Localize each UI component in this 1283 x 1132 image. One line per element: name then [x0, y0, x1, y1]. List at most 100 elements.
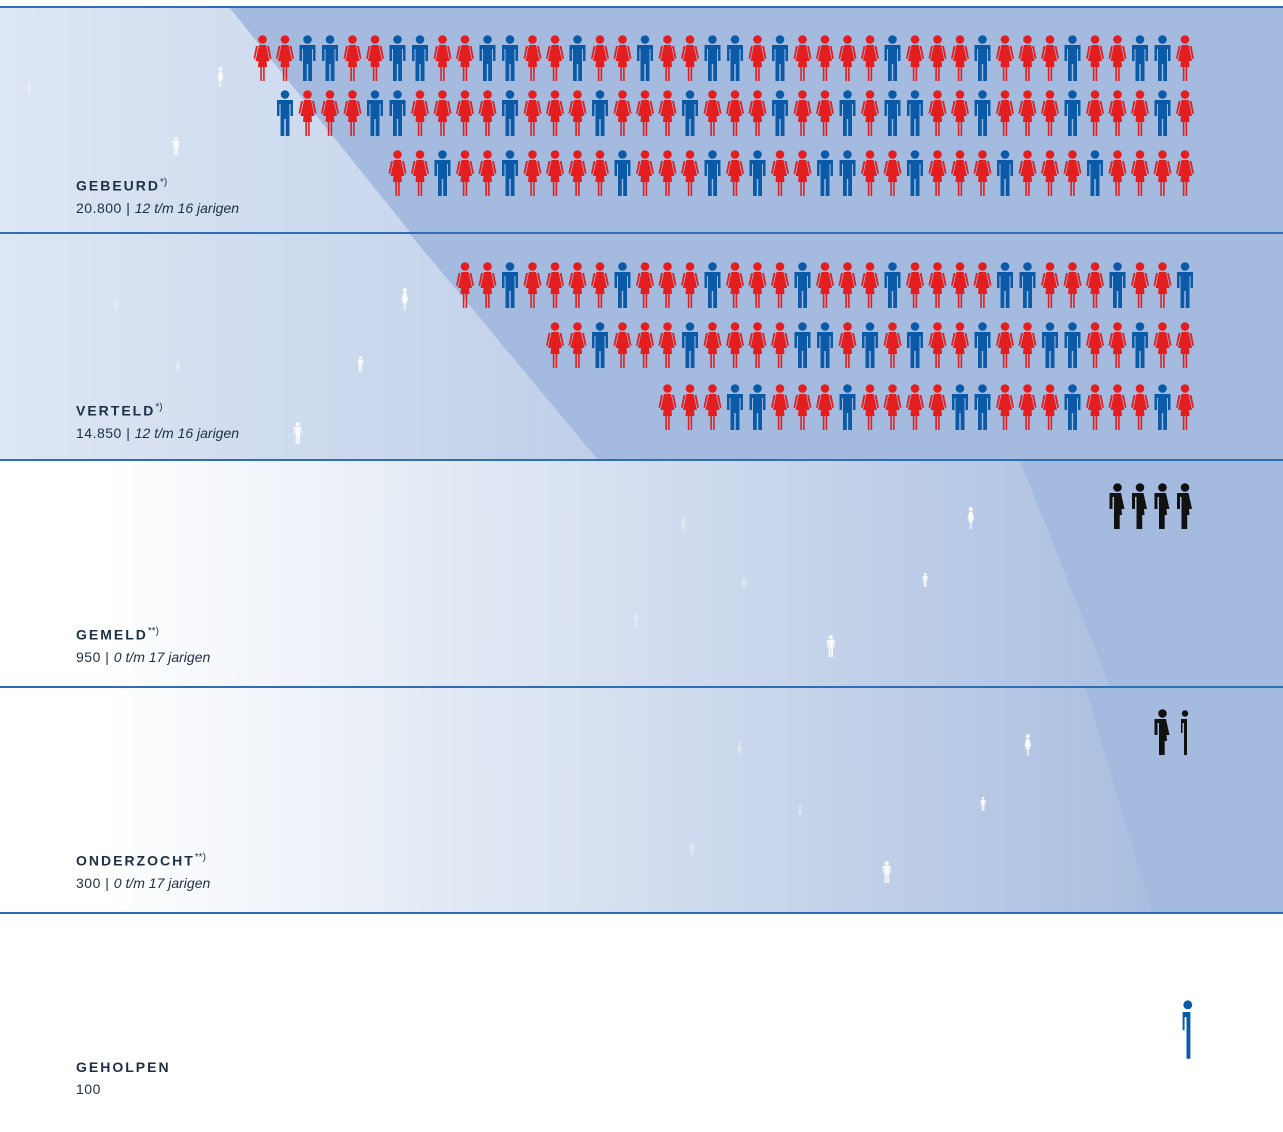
- background-figure-boy: [293, 422, 302, 444]
- stage-count: 14.850: [76, 424, 122, 441]
- gebeurd-person-boy-3: [322, 35, 338, 81]
- verteld-person-girl-13: [748, 262, 767, 308]
- gebeurd-person-girl-1: [276, 35, 294, 81]
- stat-separator: |: [100, 874, 114, 891]
- stage-age-range: 0 t/m 17 jarigen: [113, 648, 211, 665]
- gebeurd-person-girl-29: [906, 35, 924, 81]
- verteld-person-girl-1: [478, 262, 497, 308]
- verteld-person-girl-78: [1018, 384, 1037, 430]
- verteld-pictogram: [0, 234, 1283, 460]
- verteld-person-girl-51: [951, 322, 969, 368]
- verteld-person-boy-2: [502, 262, 518, 308]
- gebeurd-person-boy-97: [704, 150, 721, 196]
- gebeurd-person-girl-74: [996, 90, 1014, 136]
- verteld-person-girl-38: [658, 322, 677, 368]
- verteld-person-girl-10: [681, 262, 699, 308]
- verteld-person-boy-70: [839, 384, 856, 430]
- gebeurd-person-girl-53: [523, 90, 542, 136]
- background-figure-girl: [26, 82, 32, 96]
- background-figure-boy: [633, 613, 639, 627]
- stage-age-range: 12 t/m 16 jarigen: [134, 199, 240, 216]
- gebeurd-person-girl-37: [1086, 35, 1104, 81]
- stage-age-range: 12 t/m 16 jarigen: [134, 424, 240, 441]
- verteld-person-girl-3: [523, 262, 542, 308]
- gebeurd-person-girl-94: [636, 150, 654, 196]
- verteld-person-girl-46: [838, 322, 857, 368]
- verteld-person-girl-30: [1131, 262, 1149, 308]
- gebeurd-person-girl-95: [658, 150, 677, 196]
- gebeurd-person-girl-115: [1108, 150, 1127, 196]
- verteld-person-boy-55: [1042, 322, 1058, 368]
- verteld-person-girl-43: [771, 322, 789, 368]
- verteld-person-boy-80: [1064, 384, 1081, 430]
- gebeurd-person-girl-89: [523, 150, 542, 196]
- gebeurd-person-girl-15: [591, 35, 609, 81]
- gebeurd-person-girl-80: [1131, 90, 1149, 136]
- verteld-person-girl-85: [1176, 384, 1194, 430]
- geholpen-label: GEHOLPEN 100: [76, 1059, 171, 1097]
- gebeurd-person-girl-59: [658, 90, 677, 136]
- gebeurd-person-girl-113: [1063, 150, 1082, 196]
- gebeurd-person-boy-42: [277, 90, 293, 136]
- verteld-person-girl-57: [1086, 322, 1104, 368]
- gebeurd-person-boy-67: [839, 90, 856, 136]
- verteld-person-boy-7: [614, 262, 631, 308]
- verteld-person-girl-69: [816, 384, 834, 430]
- verteld-person-girl-8: [636, 262, 654, 308]
- gebeurd-person-boy-17: [637, 35, 653, 81]
- gemeld-person-mixed-0: [1109, 483, 1125, 529]
- verteld-person-boy-19: [884, 262, 901, 308]
- background-figure-girl: [401, 288, 409, 310]
- gebeurd-person-girl-75: [1018, 90, 1037, 136]
- verteld-person-girl-48: [883, 322, 902, 368]
- gebeurd-person-girl-116: [1131, 150, 1149, 196]
- verteld-person-boy-11: [704, 262, 721, 308]
- gebeurd-person-boy-21: [727, 35, 743, 81]
- stage-name: GEBEURD: [76, 177, 161, 194]
- verteld-person-girl-40: [703, 322, 722, 368]
- verteld-person-girl-12: [726, 262, 744, 308]
- verteld-person-girl-58: [1108, 322, 1127, 368]
- verteld-person-girl-6: [591, 262, 609, 308]
- gemeld-band: GEMELD**) 950 | 0 t/m 17 jarigen: [0, 461, 1283, 686]
- gebeurd-person-girl-92: [591, 150, 609, 196]
- onderzocht-person-partial-1: [1181, 710, 1189, 755]
- stage-name: ONDERZOCHT: [76, 852, 195, 869]
- onderzocht-band: ONDERZOCHT**) 300 | 0 t/m 17 jarigen: [0, 687, 1283, 913]
- band-separator-line: [0, 459, 1283, 461]
- verteld-person-girl-17: [838, 262, 857, 308]
- background-figure-girl: [741, 577, 747, 591]
- gebeurd-person-girl-8: [433, 35, 452, 81]
- gebeurd-person-boy-10: [479, 35, 496, 81]
- background-figure-girl: [681, 516, 686, 532]
- gebeurd-person-girl-117: [1153, 150, 1172, 196]
- verteld-label: VERTELD*) 14.850 | 12 t/m 16 jarigen: [76, 402, 239, 441]
- verteld-person-girl-53: [996, 322, 1014, 368]
- verteld-person-boy-29: [1109, 262, 1126, 308]
- verteld-person-girl-60: [1153, 322, 1172, 368]
- gebeurd-person-girl-41: [1176, 35, 1194, 81]
- gebeurd-person-boy-77: [1064, 90, 1081, 136]
- verteld-person-girl-64: [703, 384, 722, 430]
- gebeurd-person-boy-36: [1064, 35, 1081, 81]
- verteld-person-boy-66: [749, 384, 766, 430]
- gebeurd-band: GEBEURD*) 20.800 | 12 t/m 16 jarigen: [0, 7, 1283, 232]
- gebeurd-person-boy-93: [614, 150, 631, 196]
- verteld-person-boy-24: [997, 262, 1013, 308]
- gebeurd-person-girl-51: [478, 90, 497, 136]
- stage-name: GEMELD: [76, 626, 148, 643]
- gebeurd-person-boy-73: [974, 90, 991, 136]
- verteld-person-girl-73: [906, 384, 924, 430]
- gebeurd-person-boy-23: [772, 35, 788, 81]
- background-figure-girl: [217, 67, 224, 87]
- verteld-person-girl-83: [1131, 384, 1149, 430]
- gebeurd-person-girl-62: [726, 90, 744, 136]
- background-figure-girl: [967, 507, 975, 529]
- verteld-person-boy-84: [1154, 384, 1171, 430]
- stat-separator: |: [121, 424, 135, 441]
- gebeurd-person-girl-96: [681, 150, 699, 196]
- gebeurd-person-girl-24: [793, 35, 812, 81]
- gebeurd-person-boy-39: [1132, 35, 1148, 81]
- gebeurd-person-boy-46: [367, 90, 383, 136]
- gebeurd-person-girl-35: [1041, 35, 1059, 81]
